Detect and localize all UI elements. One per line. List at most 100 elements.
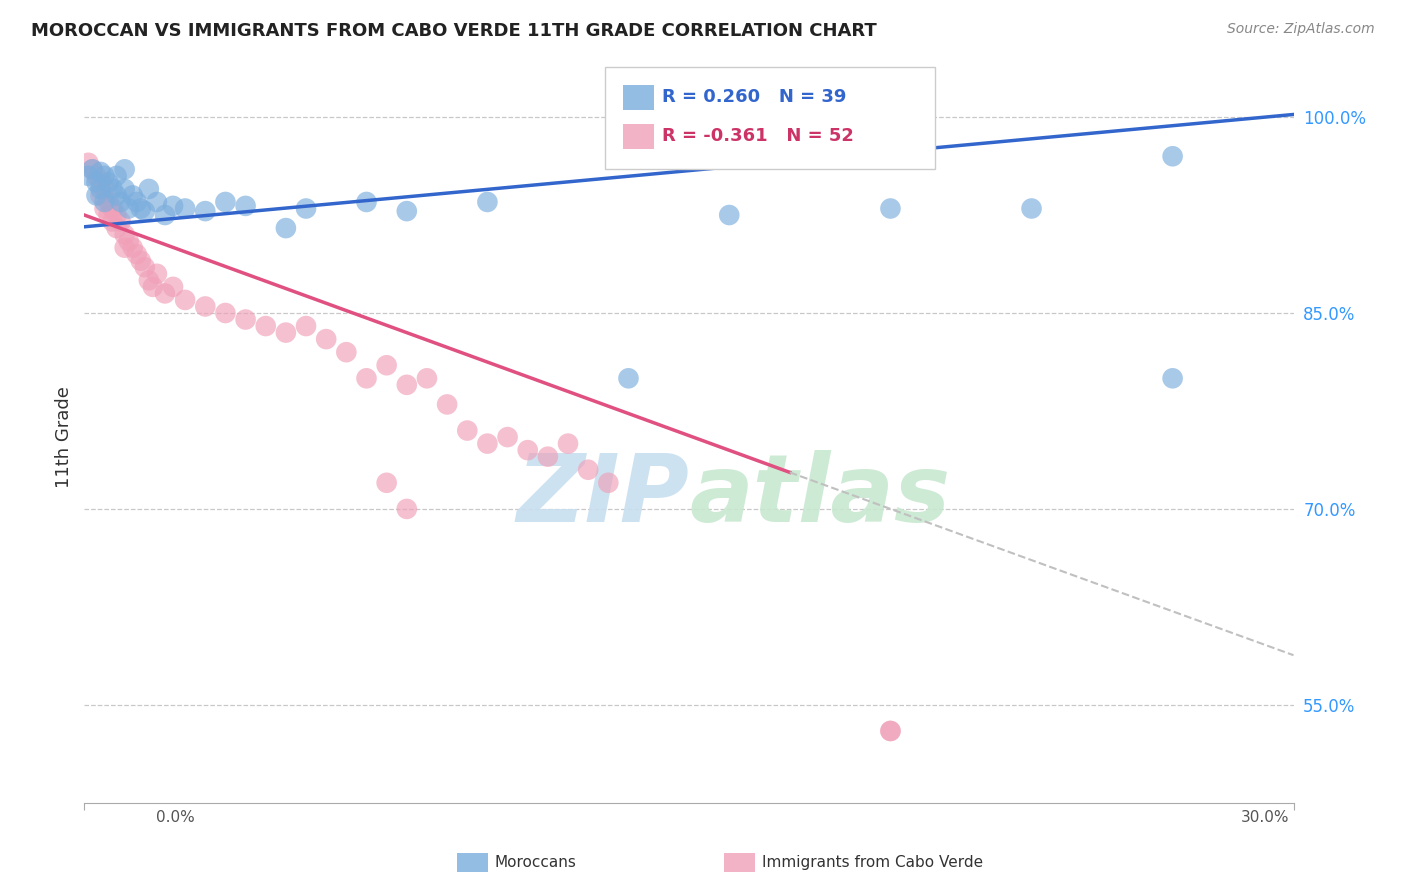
Point (101, 202, 124, 216)
Point (105, 188, 128, 202)
Point (105, 208, 128, 222)
Point (395, 377, 418, 392)
Point (879, 723, 901, 738)
Point (598, 475, 620, 490)
Point (101, 182, 124, 196)
Point (118, 202, 141, 216)
Point (879, 202, 901, 216)
Point (617, 371, 640, 385)
Point (114, 241, 136, 255)
Point (537, 450, 560, 464)
Point (97, 194, 120, 209)
Point (93, 182, 115, 196)
Point (174, 293, 197, 307)
Point (153, 286, 176, 301)
Point (576, 463, 599, 477)
Point (356, 194, 378, 209)
Point (93, 194, 115, 209)
Text: Source: ZipAtlas.com: Source: ZipAtlas.com (1227, 22, 1375, 37)
Point (194, 300, 217, 314)
Text: Immigrants from Cabo Verde: Immigrants from Cabo Verde (762, 855, 983, 870)
Point (77, 156, 100, 170)
Point (93, 169, 115, 183)
Point (375, 475, 398, 490)
Point (134, 260, 156, 275)
Point (436, 397, 458, 411)
Point (153, 208, 176, 222)
Text: Moroccans: Moroccans (495, 855, 576, 870)
Point (295, 319, 318, 334)
Point (1161, 371, 1184, 385)
Point (274, 221, 297, 235)
Point (121, 188, 143, 202)
Point (82, 162, 104, 177)
Point (375, 358, 398, 372)
Text: 0.0%: 0.0% (156, 810, 195, 825)
Point (105, 169, 128, 183)
Point (235, 312, 257, 326)
Point (214, 306, 236, 320)
Text: ZIP: ZIP (516, 450, 689, 541)
Point (114, 227, 136, 242)
Text: 30.0%: 30.0% (1241, 810, 1289, 825)
Text: R = -0.361   N = 52: R = -0.361 N = 52 (662, 128, 853, 145)
Point (477, 436, 499, 450)
Point (77, 169, 100, 183)
Point (105, 221, 128, 235)
Point (718, 208, 741, 222)
Point (295, 202, 318, 216)
Point (214, 194, 236, 209)
Point (89, 188, 111, 202)
Point (121, 241, 143, 255)
Point (557, 436, 579, 450)
Point (125, 247, 148, 261)
Point (1021, 202, 1043, 216)
Point (146, 194, 169, 209)
Point (129, 202, 152, 216)
Point (335, 345, 357, 359)
Text: R = 0.260   N = 39: R = 0.260 N = 39 (662, 88, 846, 106)
Y-axis label: 11th Grade: 11th Grade (55, 386, 73, 488)
Point (146, 267, 169, 281)
Point (110, 214, 132, 228)
Point (235, 199, 257, 213)
Point (118, 234, 141, 248)
Point (254, 319, 277, 334)
Point (89, 175, 111, 189)
Point (315, 332, 337, 346)
Point (82, 162, 104, 177)
Point (93, 202, 115, 216)
Point (477, 194, 499, 209)
Point (416, 371, 439, 385)
Point (101, 214, 124, 228)
Point (516, 443, 538, 458)
Point (125, 194, 148, 209)
Point (110, 194, 132, 209)
Text: MOROCCAN VS IMMIGRANTS FROM CABO VERDE 11TH GRADE CORRELATION CHART: MOROCCAN VS IMMIGRANTS FROM CABO VERDE 1… (31, 22, 877, 40)
Point (86, 188, 108, 202)
Point (456, 424, 478, 438)
Point (89, 165, 111, 179)
Point (86, 169, 108, 183)
Point (162, 199, 184, 213)
Point (138, 182, 160, 196)
Point (86, 175, 108, 189)
Point (138, 273, 160, 287)
Point (395, 502, 418, 516)
Point (114, 162, 136, 177)
Point (194, 204, 217, 219)
Text: atlas: atlas (689, 450, 950, 541)
Point (114, 182, 136, 196)
Point (496, 430, 519, 444)
Point (356, 371, 378, 385)
Point (97, 208, 120, 222)
Point (1161, 149, 1184, 163)
Point (162, 280, 184, 294)
Point (174, 202, 197, 216)
Point (274, 326, 297, 340)
Point (129, 253, 152, 268)
Point (134, 204, 156, 219)
Point (395, 204, 418, 219)
Point (142, 280, 165, 294)
Point (879, 723, 901, 738)
